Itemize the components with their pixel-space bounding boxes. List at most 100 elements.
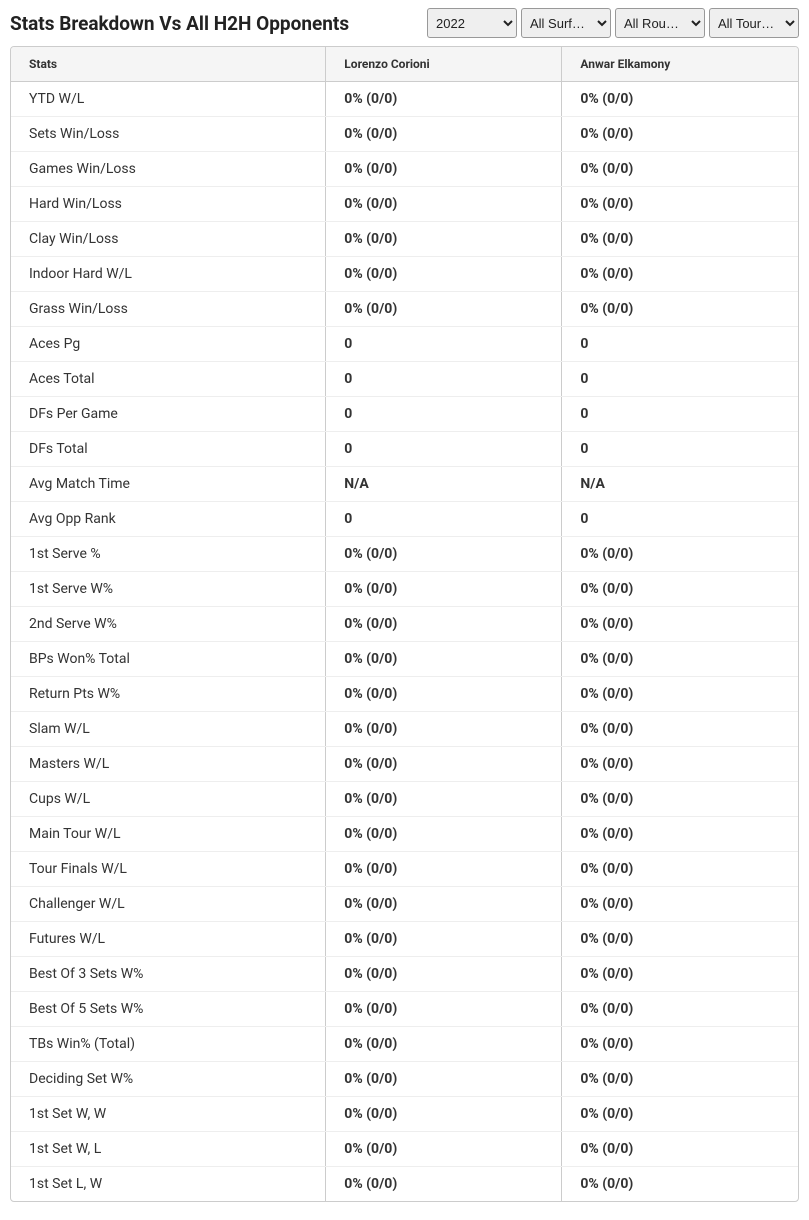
player1-value: 0% (0/0) xyxy=(326,712,562,747)
table-header-row: Stats Lorenzo Corioni Anwar Elkamony xyxy=(11,47,798,82)
player2-value: 0% (0/0) xyxy=(562,222,798,257)
player1-value: 0% (0/0) xyxy=(326,817,562,852)
table-row: Masters W/L0% (0/0)0% (0/0) xyxy=(11,747,798,782)
surface-select[interactable]: All Surf… xyxy=(521,8,611,38)
table-row: Sets Win/Loss0% (0/0)0% (0/0) xyxy=(11,117,798,152)
player1-value: 0% (0/0) xyxy=(326,1097,562,1132)
player1-value: 0 xyxy=(326,502,562,537)
table-row: DFs Per Game00 xyxy=(11,397,798,432)
tour-select[interactable]: All Tour… xyxy=(709,8,799,38)
player2-value: 0% (0/0) xyxy=(562,572,798,607)
player1-value: 0 xyxy=(326,327,562,362)
table-row: TBs Win% (Total)0% (0/0)0% (0/0) xyxy=(11,1027,798,1062)
player1-value: 0% (0/0) xyxy=(326,1062,562,1097)
stat-label: Aces Total xyxy=(11,362,326,397)
stat-label: Best Of 5 Sets W% xyxy=(11,992,326,1027)
player1-value: 0% (0/0) xyxy=(326,117,562,152)
stat-label: Indoor Hard W/L xyxy=(11,257,326,292)
table-row: Aces Pg00 xyxy=(11,327,798,362)
player2-value: 0% (0/0) xyxy=(562,677,798,712)
player1-value: N/A xyxy=(326,467,562,502)
player2-value: 0% (0/0) xyxy=(562,992,798,1027)
stat-label: DFs Total xyxy=(11,432,326,467)
table-row: Deciding Set W%0% (0/0)0% (0/0) xyxy=(11,1062,798,1097)
stat-label: 1st Serve % xyxy=(11,537,326,572)
round-select[interactable]: All Rou… xyxy=(615,8,705,38)
stat-label: Slam W/L xyxy=(11,712,326,747)
table-row: Indoor Hard W/L0% (0/0)0% (0/0) xyxy=(11,257,798,292)
stats-table: Stats Lorenzo Corioni Anwar Elkamony YTD… xyxy=(11,47,798,1201)
table-row: Return Pts W%0% (0/0)0% (0/0) xyxy=(11,677,798,712)
table-row: Challenger W/L0% (0/0)0% (0/0) xyxy=(11,887,798,922)
player2-value: 0 xyxy=(562,502,798,537)
year-select[interactable]: 2022 xyxy=(427,8,517,38)
stat-label: BPs Won% Total xyxy=(11,642,326,677)
table-row: Main Tour W/L0% (0/0)0% (0/0) xyxy=(11,817,798,852)
player1-value: 0% (0/0) xyxy=(326,1132,562,1167)
player1-value: 0% (0/0) xyxy=(326,257,562,292)
player1-value: 0% (0/0) xyxy=(326,1167,562,1202)
table-row: BPs Won% Total0% (0/0)0% (0/0) xyxy=(11,642,798,677)
player2-value: 0% (0/0) xyxy=(562,782,798,817)
player2-value: 0% (0/0) xyxy=(562,1062,798,1097)
player2-value: 0% (0/0) xyxy=(562,922,798,957)
player1-value: 0% (0/0) xyxy=(326,677,562,712)
player1-value: 0% (0/0) xyxy=(326,782,562,817)
stat-label: YTD W/L xyxy=(11,82,326,117)
page-title: Stats Breakdown Vs All H2H Opponents xyxy=(10,12,349,35)
stat-label: Return Pts W% xyxy=(11,677,326,712)
stat-label: 2nd Serve W% xyxy=(11,607,326,642)
table-row: Games Win/Loss0% (0/0)0% (0/0) xyxy=(11,152,798,187)
table-row: Avg Opp Rank00 xyxy=(11,502,798,537)
player1-value: 0% (0/0) xyxy=(326,992,562,1027)
stat-label: 1st Set W, W xyxy=(11,1097,326,1132)
player1-value: 0% (0/0) xyxy=(326,887,562,922)
player2-value: 0% (0/0) xyxy=(562,887,798,922)
stats-table-container: Stats Lorenzo Corioni Anwar Elkamony YTD… xyxy=(10,46,799,1202)
stat-label: Avg Opp Rank xyxy=(11,502,326,537)
player2-value: 0% (0/0) xyxy=(562,82,798,117)
player2-value: 0 xyxy=(562,362,798,397)
table-row: Futures W/L0% (0/0)0% (0/0) xyxy=(11,922,798,957)
player2-value: 0% (0/0) xyxy=(562,957,798,992)
player1-value: 0% (0/0) xyxy=(326,292,562,327)
stat-label: DFs Per Game xyxy=(11,397,326,432)
player1-value: 0% (0/0) xyxy=(326,852,562,887)
table-row: Cups W/L0% (0/0)0% (0/0) xyxy=(11,782,798,817)
table-row: 1st Set L, W0% (0/0)0% (0/0) xyxy=(11,1167,798,1202)
player2-value: 0% (0/0) xyxy=(562,292,798,327)
player1-value: 0% (0/0) xyxy=(326,572,562,607)
stat-label: Best Of 3 Sets W% xyxy=(11,957,326,992)
table-row: DFs Total00 xyxy=(11,432,798,467)
player1-value: 0% (0/0) xyxy=(326,607,562,642)
stat-label: Games Win/Loss xyxy=(11,152,326,187)
table-row: Hard Win/Loss0% (0/0)0% (0/0) xyxy=(11,187,798,222)
table-row: Clay Win/Loss0% (0/0)0% (0/0) xyxy=(11,222,798,257)
player2-value: 0% (0/0) xyxy=(562,642,798,677)
player2-value: 0% (0/0) xyxy=(562,817,798,852)
player2-value: 0% (0/0) xyxy=(562,1097,798,1132)
stat-label: TBs Win% (Total) xyxy=(11,1027,326,1062)
stat-label: Cups W/L xyxy=(11,782,326,817)
player2-value: 0% (0/0) xyxy=(562,1027,798,1062)
table-row: Slam W/L0% (0/0)0% (0/0) xyxy=(11,712,798,747)
player1-value: 0% (0/0) xyxy=(326,747,562,782)
player2-value: N/A xyxy=(562,467,798,502)
stat-label: 1st Set W, L xyxy=(11,1132,326,1167)
table-row: YTD W/L0% (0/0)0% (0/0) xyxy=(11,82,798,117)
column-header-player2: Anwar Elkamony xyxy=(562,47,798,82)
table-row: Avg Match TimeN/AN/A xyxy=(11,467,798,502)
player2-value: 0% (0/0) xyxy=(562,257,798,292)
player1-value: 0% (0/0) xyxy=(326,1027,562,1062)
table-row: 1st Set W, L0% (0/0)0% (0/0) xyxy=(11,1132,798,1167)
table-row: 1st Serve %0% (0/0)0% (0/0) xyxy=(11,537,798,572)
player1-value: 0% (0/0) xyxy=(326,82,562,117)
player1-value: 0% (0/0) xyxy=(326,922,562,957)
player2-value: 0% (0/0) xyxy=(562,607,798,642)
stat-label: Challenger W/L xyxy=(11,887,326,922)
player1-value: 0% (0/0) xyxy=(326,152,562,187)
stat-label: Main Tour W/L xyxy=(11,817,326,852)
player1-value: 0% (0/0) xyxy=(326,187,562,222)
player1-value: 0 xyxy=(326,397,562,432)
player2-value: 0% (0/0) xyxy=(562,187,798,222)
